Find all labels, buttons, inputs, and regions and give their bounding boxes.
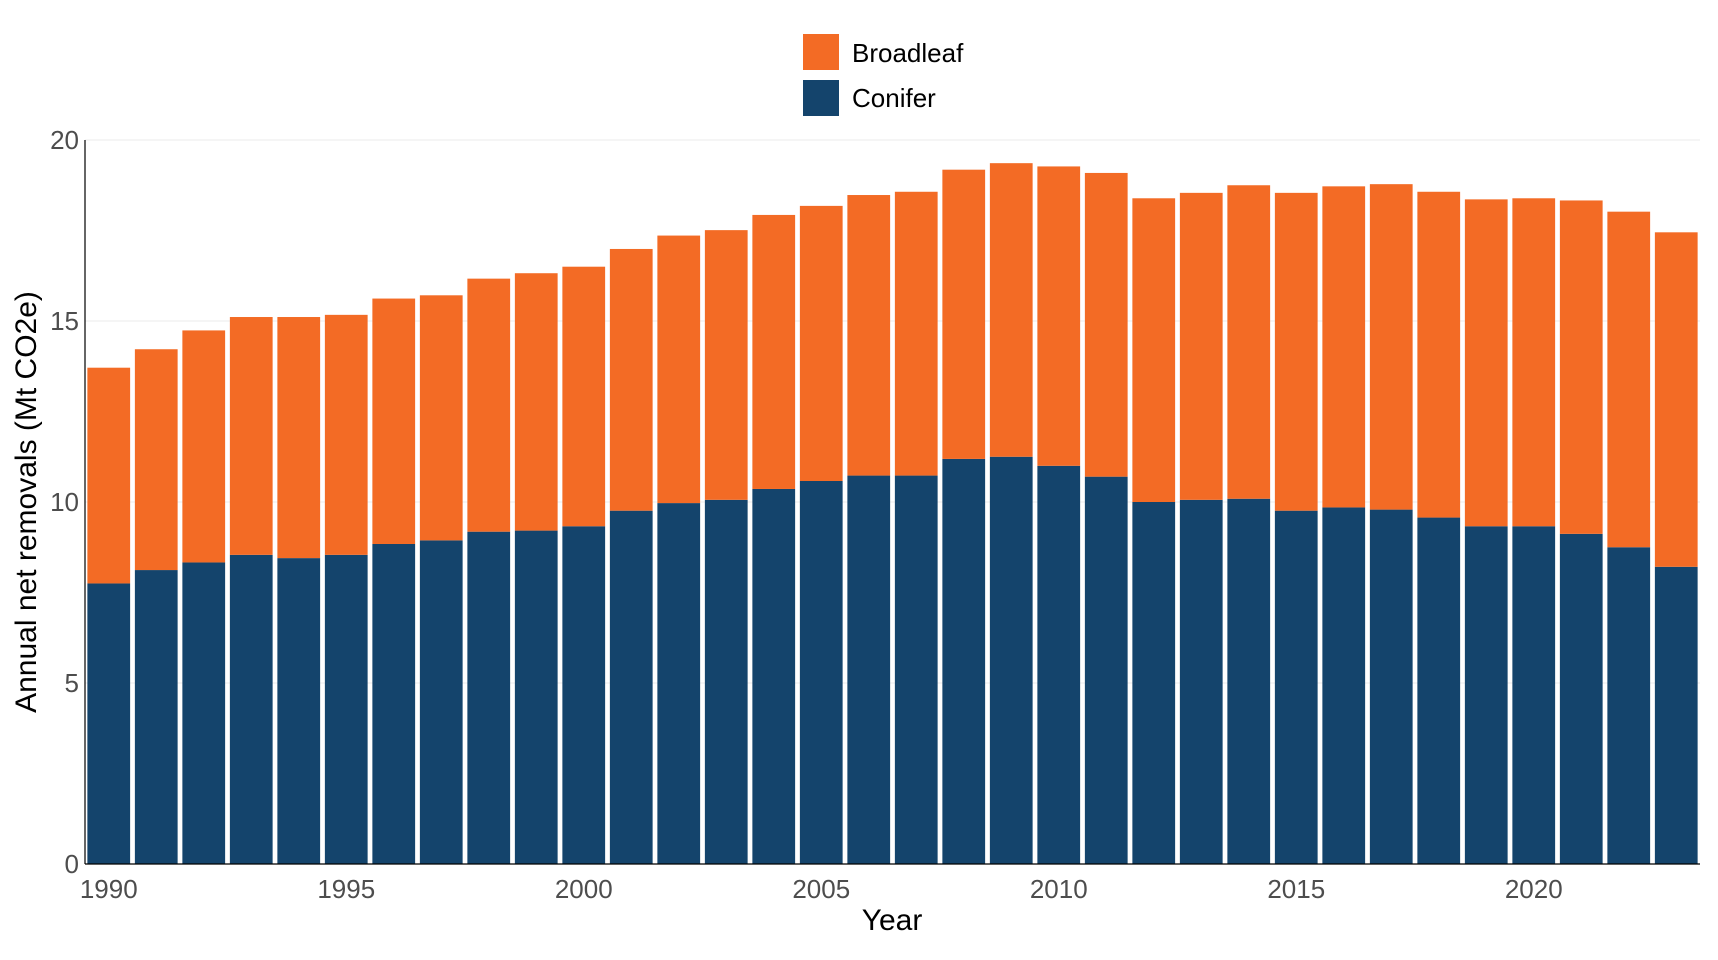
bar-conifer-2008 [942,458,986,864]
bar-conifer-2006 [847,475,891,864]
bar-broadleaf-2009 [989,163,1033,457]
bar-conifer-2017 [1369,509,1413,864]
legend-label-broadleaf: Broadleaf [852,38,964,68]
x-tick-label: 2020 [1505,874,1563,904]
bar-broadleaf-2008 [942,169,986,459]
bar-broadleaf-2000 [562,266,606,527]
bar-broadleaf-1997 [419,295,463,541]
bar-broadleaf-1994 [277,317,321,559]
y-axis-title: Annual net removals (Mt CO2e) [10,291,43,713]
bar-conifer-2022 [1607,547,1651,864]
legend-swatch-broadleaf [803,34,839,70]
x-tick-label: 2005 [792,874,850,904]
bar-conifer-1994 [277,558,321,864]
bar-broadleaf-2014 [1227,185,1271,499]
bar-conifer-2013 [1179,499,1223,864]
bar-broadleaf-1993 [229,317,273,555]
bar-conifer-1991 [134,570,178,864]
bar-broadleaf-2016 [1322,186,1366,508]
x-tick-label: 2010 [1030,874,1088,904]
bar-broadleaf-2005 [799,205,843,482]
y-tick-label: 15 [50,306,79,336]
bar-conifer-2009 [989,456,1033,864]
bar-broadleaf-2013 [1179,192,1223,500]
x-tick-label: 1995 [317,874,375,904]
bar-broadleaf-2002 [657,235,701,504]
bar-conifer-1990 [87,583,131,864]
bar-broadleaf-2007 [894,191,938,476]
x-axis-title: Year [862,904,923,937]
bar-broadleaf-2003 [704,230,748,500]
bar-conifer-2000 [562,526,606,864]
bar-broadleaf-1990 [87,367,131,584]
bar-broadleaf-2019 [1464,199,1508,527]
bar-conifer-1992 [182,562,226,864]
bar-broadleaf-2017 [1369,184,1413,510]
bar-conifer-1998 [467,531,511,864]
bar-broadleaf-2022 [1607,211,1651,548]
y-tick-label: 10 [50,487,79,517]
bar-broadleaf-2010 [1037,166,1081,466]
bar-conifer-1993 [229,554,273,864]
bar-conifer-2016 [1322,507,1366,864]
bar-conifer-2019 [1464,526,1508,864]
bar-conifer-2023 [1654,566,1698,864]
bar-conifer-1999 [514,530,558,864]
bar-conifer-2012 [1132,502,1176,864]
bar-broadleaf-2023 [1654,232,1698,567]
bar-conifer-1996 [372,543,416,864]
bar-conifer-2011 [1084,476,1128,864]
x-tick-label: 1990 [80,874,138,904]
bar-conifer-2007 [894,475,938,864]
bar-broadleaf-2001 [609,248,653,511]
bar-conifer-1995 [324,554,368,864]
axes: 0 5 10 15 20 1990 1995 2000 2005 2010 2015 2020 [50,125,1700,904]
bar-broadleaf-2018 [1417,191,1461,518]
bar-broadleaf-2015 [1274,192,1318,511]
bar-conifer-2020 [1512,526,1556,864]
legend-label-conifer: Conifer [852,83,936,113]
bar-broadleaf-2004 [752,214,796,489]
bar-broadleaf-2012 [1132,198,1176,503]
bar-broadleaf-1992 [182,330,226,563]
bar-broadleaf-2006 [847,195,891,476]
bar-conifer-2004 [752,488,796,864]
bar-broadleaf-1998 [467,278,511,532]
bar-conifer-2015 [1274,510,1318,864]
bar-broadleaf-1995 [324,314,368,555]
y-tick-label: 20 [50,125,79,155]
y-tick-label: 5 [65,668,79,698]
x-tick-label: 2000 [555,874,613,904]
bar-conifer-2003 [704,499,748,864]
bar-broadleaf-1991 [134,349,178,571]
legend: Broadleaf Conifer [803,34,964,116]
bar-conifer-2002 [657,503,701,864]
bar-conifer-2021 [1559,533,1603,864]
bar-broadleaf-2020 [1512,198,1556,527]
y-tick-label: 0 [65,849,79,879]
bar-broadleaf-1996 [372,298,416,544]
x-tick-label: 2015 [1267,874,1325,904]
bar-conifer-2010 [1037,465,1081,864]
bar-conifer-1997 [419,540,463,864]
legend-swatch-conifer [803,80,839,116]
bar-broadleaf-2011 [1084,172,1128,477]
bars [87,163,1698,864]
bar-conifer-2005 [799,481,843,864]
bar-broadleaf-1999 [514,273,558,531]
bar-broadleaf-2021 [1559,200,1603,534]
bar-conifer-2018 [1417,517,1461,864]
bar-conifer-2014 [1227,498,1271,864]
bar-conifer-2001 [609,510,653,864]
